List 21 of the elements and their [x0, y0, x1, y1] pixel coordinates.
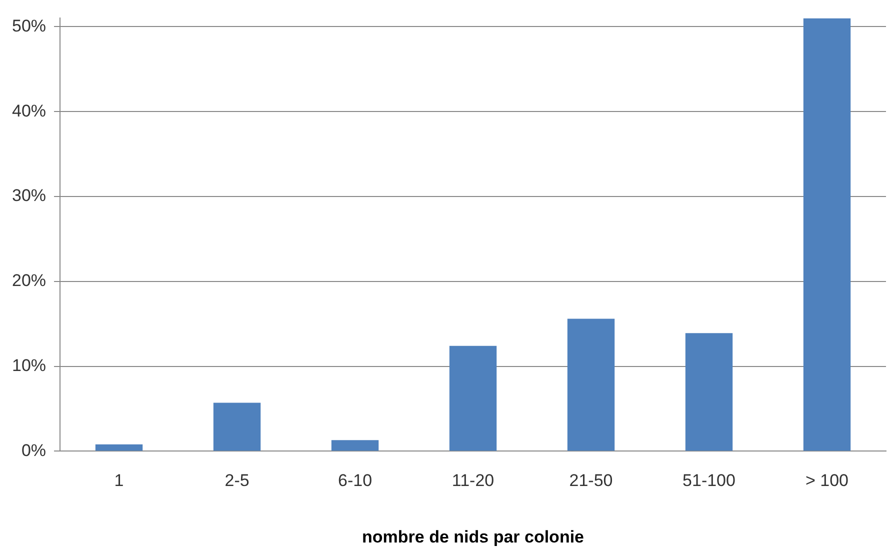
x-tick-label: 6-10 [338, 471, 372, 490]
bar [567, 318, 615, 451]
x-tick-label: 21-50 [569, 471, 613, 490]
x-tick-label: 11-20 [452, 471, 494, 490]
bar [449, 346, 497, 451]
y-tick-label: 50% [12, 16, 46, 36]
bar [213, 402, 261, 451]
y-tick-label: 40% [12, 101, 46, 120]
y-tick-label: 0% [21, 440, 46, 460]
bar [685, 333, 733, 451]
x-axis-title: nombre de nids par colonie [362, 527, 584, 546]
y-tick-label: 30% [12, 186, 46, 206]
bar [95, 444, 143, 451]
x-tick-label: > 100 [805, 471, 849, 490]
x-tick-label: 51-100 [682, 471, 736, 490]
bar [331, 440, 379, 451]
x-tick-label: 2-5 [224, 471, 250, 490]
y-tick-label: 20% [12, 271, 46, 290]
x-tick-label: 1 [114, 471, 124, 490]
bar [803, 18, 851, 451]
y-tick-label: 10% [12, 356, 46, 375]
